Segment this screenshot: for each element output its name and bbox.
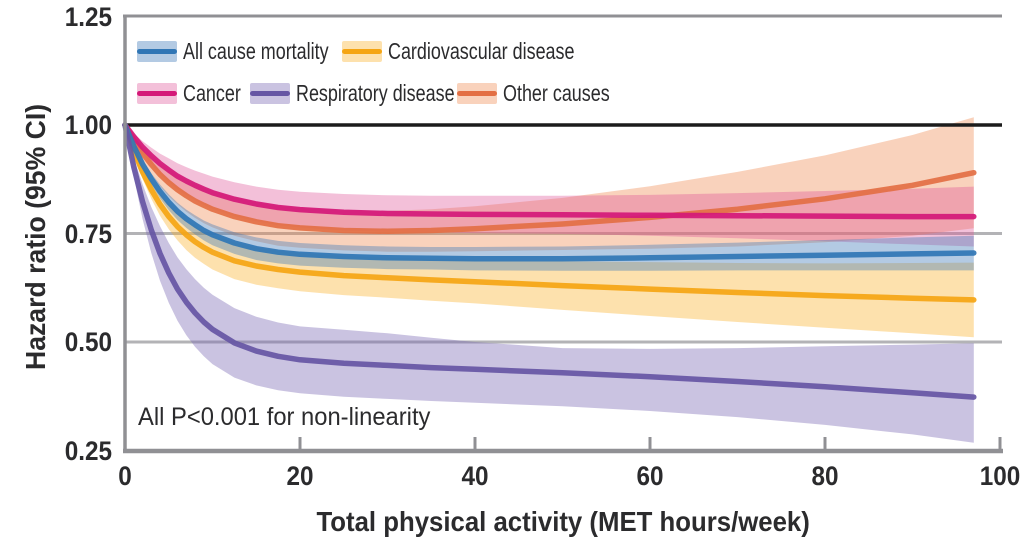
x-tick-label-40: 40 <box>461 461 489 491</box>
x-tick-label-80: 80 <box>811 461 839 491</box>
legend-swatch-all-cause-mortality <box>137 40 177 62</box>
curve-cardiovascular-disease <box>122 122 977 303</box>
y-axis-title: Hazard ratio (95% CI) <box>20 87 51 387</box>
x-tick-label-20: 20 <box>286 461 314 491</box>
legend-item-cardiovascular-disease: Cardiovascular disease <box>342 35 627 67</box>
legend-swatch-line-all-cause-mortality <box>137 48 177 54</box>
curve-respiratory-disease <box>122 122 977 400</box>
legend-swatch-cancer <box>137 82 177 104</box>
x-axis-title-text: Total physical activity (MET hours/week) <box>316 506 811 537</box>
gridlines <box>125 232 1002 344</box>
legend-item-respiratory-disease: Respiratory disease <box>250 77 499 109</box>
axes <box>123 14 1003 454</box>
x-axis-title: Total physical activity (MET hours/week) <box>125 506 1002 538</box>
legend-swatch-line-cardiovascular-disease <box>342 48 382 54</box>
y-tick-label-0.50: 0.50 <box>64 327 112 357</box>
legend-item-other-causes: Other causes <box>457 77 640 109</box>
y-tick-label-1.00: 1.00 <box>64 110 112 140</box>
legend-label-cardiovascular-disease: Cardiovascular disease <box>388 37 575 64</box>
curve-cancer <box>122 122 977 220</box>
legend-label-cancer: Cancer <box>183 79 241 106</box>
legend-item-cancer: Cancer <box>137 77 257 109</box>
y-tick-label-1.25: 1.25 <box>64 2 112 32</box>
y-axis-title-text: Hazard ratio (95% CI) <box>20 103 51 371</box>
nonlinearity-annotation: All P<0.001 for non-linearity <box>138 401 446 433</box>
legend-swatch-other-causes <box>457 82 497 104</box>
confidence-bands <box>125 117 974 443</box>
legend-label-all-cause-mortality: All cause mortality <box>183 37 329 64</box>
x-tick-label-0: 0 <box>118 461 132 491</box>
legend-swatch-line-cancer <box>137 90 177 96</box>
legend-swatch-respiratory-disease <box>250 82 290 104</box>
band-cardiovascular-disease <box>125 125 974 338</box>
legend-swatch-line-other-causes <box>457 90 497 96</box>
curve-all-cause-mortality <box>122 122 977 262</box>
hazard-curves <box>122 122 977 400</box>
legend-item-all-cause-mortality: All cause mortality <box>137 35 370 67</box>
legend-swatch-cardiovascular-disease <box>342 40 382 62</box>
legend-swatch-line-respiratory-disease <box>250 90 290 96</box>
x-tick-label-100: 100 <box>979 461 1021 491</box>
nonlinearity-annotation-text: All P<0.001 for non-linearity <box>138 403 431 431</box>
x-tick-label-60: 60 <box>636 461 664 491</box>
legend-label-other-causes: Other causes <box>503 79 610 106</box>
legend-label-respiratory-disease: Respiratory disease <box>296 79 455 106</box>
y-tick-label-0.75: 0.75 <box>64 219 112 249</box>
y-tick-label-0.25: 0.25 <box>64 436 112 466</box>
